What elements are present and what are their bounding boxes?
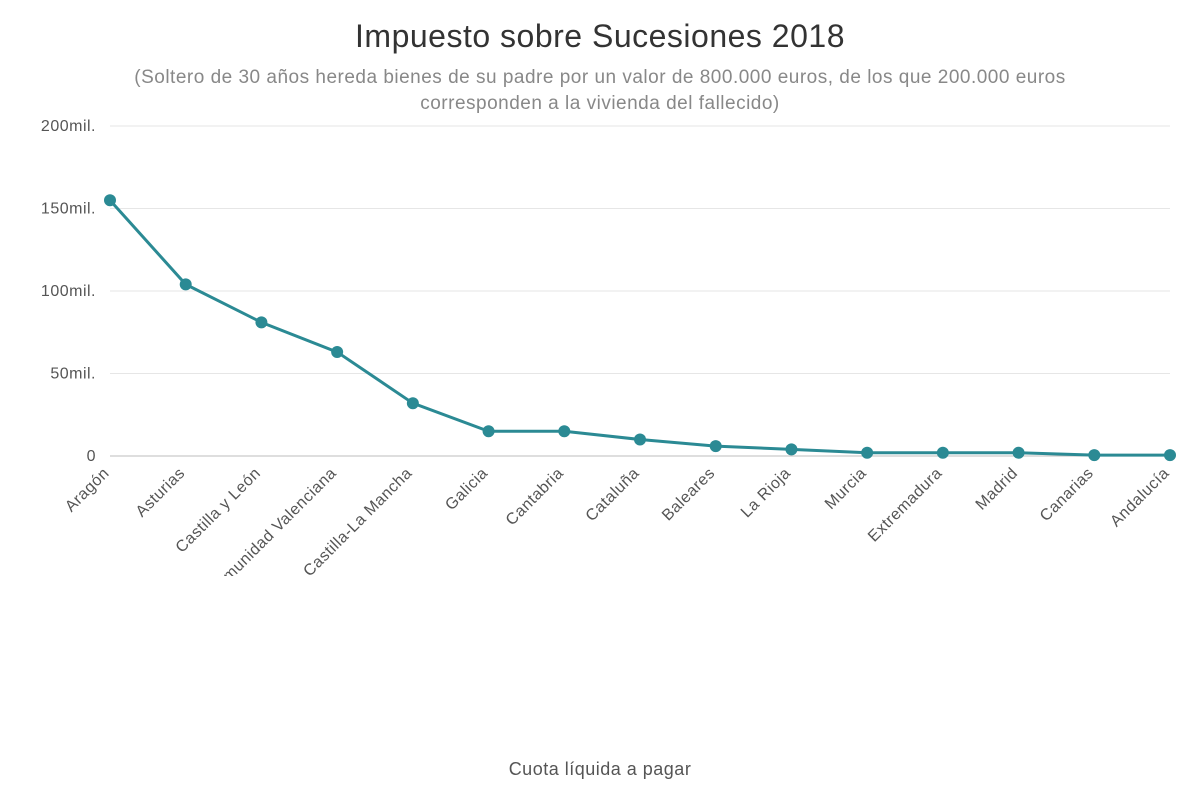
data-point bbox=[1013, 447, 1025, 459]
data-point bbox=[710, 440, 722, 452]
chart-plot-area: 0 50mil. 100mil. 150mil. 200mil. Aragón Asturi… bbox=[0, 116, 1200, 576]
data-point bbox=[1088, 449, 1100, 461]
data-point bbox=[104, 195, 116, 207]
y-tick-label: 100mil. bbox=[41, 283, 96, 300]
y-tick-label: 50mil. bbox=[50, 366, 96, 383]
x-tick-label: Cataluña bbox=[583, 465, 643, 525]
data-point bbox=[1164, 449, 1176, 461]
data-point bbox=[558, 426, 570, 438]
x-tick-label: Extremadura bbox=[865, 465, 946, 546]
x-tick-label: La Rioja bbox=[738, 465, 794, 521]
chart-subtitle: (Soltero de 30 años hereda bienes de su … bbox=[0, 55, 1200, 116]
data-point bbox=[634, 434, 646, 446]
data-point bbox=[180, 279, 192, 291]
y-tick-label: 200mil. bbox=[41, 118, 96, 135]
y-tick-label: 0 bbox=[87, 448, 96, 465]
x-tick-label: Baleares bbox=[659, 465, 719, 525]
data-point bbox=[861, 447, 873, 459]
data-point bbox=[785, 444, 797, 456]
data-point bbox=[407, 397, 419, 409]
x-tick-label: Asturias bbox=[133, 465, 189, 521]
data-point bbox=[483, 426, 495, 438]
chart-title: Impuesto sobre Sucesiones 2018 bbox=[0, 0, 1200, 55]
x-tick-label: Madrid bbox=[973, 465, 1022, 514]
data-point bbox=[937, 447, 949, 459]
x-tick-label: Cantabria bbox=[503, 465, 567, 529]
x-tick-label: Andalucía bbox=[1107, 465, 1173, 531]
x-tick-label: Galicia bbox=[442, 465, 491, 514]
data-point bbox=[255, 317, 267, 329]
series-line bbox=[110, 201, 1170, 456]
x-tick-label: Murcia bbox=[822, 465, 870, 513]
x-tick-label: Aragón bbox=[62, 465, 113, 516]
x-axis-title: Cuota líquida a pagar bbox=[0, 759, 1200, 780]
y-tick-label: 150mil. bbox=[41, 201, 96, 218]
chart-container: { "chart": { "type": "line", "title": "I… bbox=[0, 0, 1200, 800]
data-point bbox=[331, 346, 343, 358]
x-tick-label: Canarias bbox=[1037, 465, 1097, 525]
